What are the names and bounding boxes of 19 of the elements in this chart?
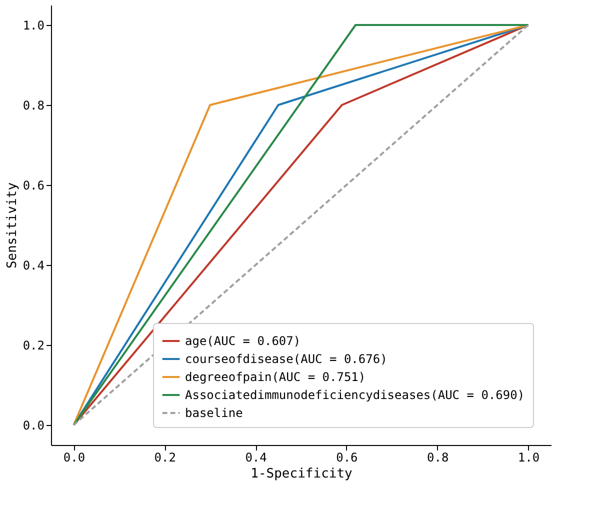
legend-label: baseline [185, 406, 243, 420]
legend-label: age(AUC = 0.607) [185, 334, 301, 348]
y-tick-label: 0.4 [22, 258, 44, 272]
x-axis-title: 1-Specificity [250, 466, 353, 482]
x-tick-label: 0.6 [336, 450, 358, 464]
x-tick-label: 0.2 [154, 450, 176, 464]
x-tick-label: 1.0 [518, 450, 540, 464]
y-axis-title: Sensitivity [4, 182, 20, 269]
legend-label: Associatedimmunodeficiencydiseases(AUC = 0.690) [185, 388, 525, 402]
x-tick-label: 0.8 [427, 450, 449, 464]
x-tick-label: 0.0 [63, 450, 86, 464]
y-tick-label: 1.0 [22, 18, 44, 32]
x-tick-label: 0.4 [245, 450, 267, 464]
legend-label: degreeofpain(AUC = 0.751) [185, 370, 366, 384]
y-tick-label: 0.8 [22, 98, 44, 112]
y-tick-label: 0.6 [22, 178, 44, 192]
y-tick-label: 0.2 [22, 338, 44, 352]
y-tick-label: 0.0 [22, 418, 44, 432]
legend-label: courseofdisease(AUC = 0.676) [185, 352, 388, 366]
